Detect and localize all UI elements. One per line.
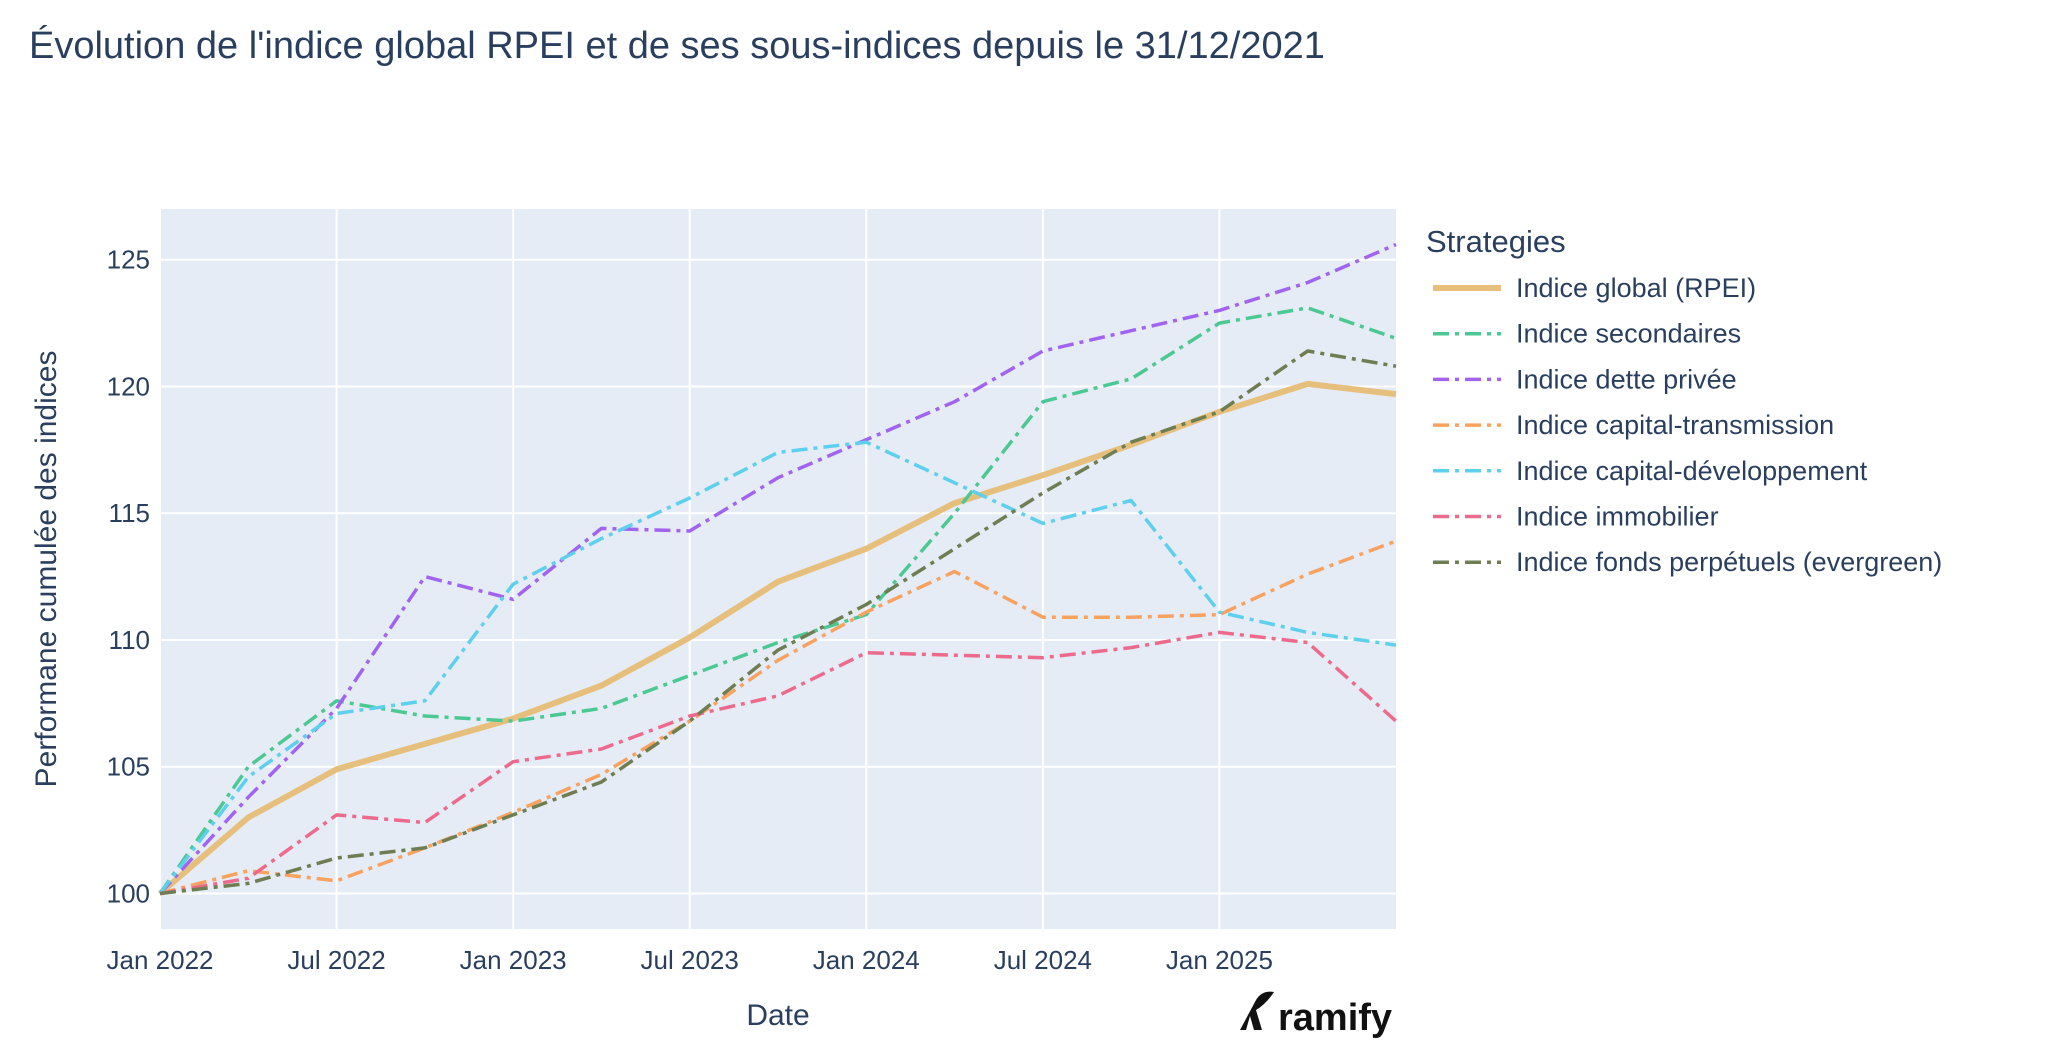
legend-label: Indice global (RPEI) <box>1516 273 1756 303</box>
x-tick-label: Jan 2023 <box>460 945 567 975</box>
legend-label: Indice fonds perpétuels (evergreen) <box>1516 547 1942 577</box>
y-tick-label: 105 <box>107 752 150 782</box>
gridlines <box>159 209 1396 929</box>
x-tick-label: Jan 2024 <box>813 945 920 975</box>
legend-item[interactable]: Indice dette privée <box>1433 364 1737 394</box>
legend-item[interactable]: Indice fonds perpétuels (evergreen) <box>1433 547 1942 577</box>
series-line-2 <box>158 242 1397 895</box>
x-tick-label: Jul 2022 <box>287 945 385 975</box>
y-tick-label: 125 <box>107 245 150 275</box>
y-tick-label: 115 <box>109 498 150 528</box>
legend-item[interactable]: Indice secondaires <box>1433 319 1741 349</box>
series-line-4 <box>158 440 1397 895</box>
y-tick-label: 120 <box>107 371 150 401</box>
legend-title: Strategies <box>1426 224 1566 259</box>
series-line-3 <box>159 539 1397 896</box>
x-axis-label: Date <box>746 999 809 1032</box>
legend-item[interactable]: Indice capital-transmission <box>1433 410 1834 440</box>
x-tick-label: Jan 2025 <box>1166 945 1273 975</box>
legend-item[interactable]: Indice capital-développement <box>1433 456 1868 486</box>
series-line-5 <box>159 630 1398 896</box>
legend-label: Indice capital-développement <box>1516 456 1868 486</box>
legend-label: Indice secondaires <box>1516 319 1741 349</box>
ramify-logo-text: ramify <box>1278 997 1392 1039</box>
y-tick-label: 100 <box>107 879 150 909</box>
series-line-0 <box>158 380 1397 896</box>
ramify-logo: ramify <box>1240 991 1392 1039</box>
x-tick-labels: Jan 2022 Jul 2022 Jan 2023 Jul 2023 Jan 2024… <box>107 945 1273 975</box>
x-tick-label: Jul 2023 <box>641 945 739 975</box>
legend-label: Indice immobilier <box>1516 502 1719 532</box>
y-tick-labels: 100 105 110 115 120 125 <box>107 245 150 909</box>
series-line-6 <box>159 349 1397 896</box>
legend-label: Indice capital-transmission <box>1516 410 1834 440</box>
series-lines <box>158 242 1398 896</box>
legend: Indice global (RPEI) Indice secondaires In… <box>1433 273 1942 577</box>
ramify-feather-icon <box>1240 991 1274 1030</box>
chart-title: Évolution de l'indice global RPEI et de … <box>29 24 1325 67</box>
y-axis-label: Performane cumulée des indices <box>30 351 63 788</box>
plot-area <box>160 209 1396 929</box>
legend-label: Indice dette privée <box>1516 364 1737 394</box>
legend-item[interactable]: Indice global (RPEI) <box>1433 273 1756 303</box>
x-tick-label: Jul 2024 <box>994 945 1092 975</box>
legend-item[interactable]: Indice immobilier <box>1433 502 1719 532</box>
x-tick-label: Jan 2022 <box>107 945 214 975</box>
y-tick-label: 110 <box>109 625 150 655</box>
series-line-1 <box>158 306 1397 895</box>
